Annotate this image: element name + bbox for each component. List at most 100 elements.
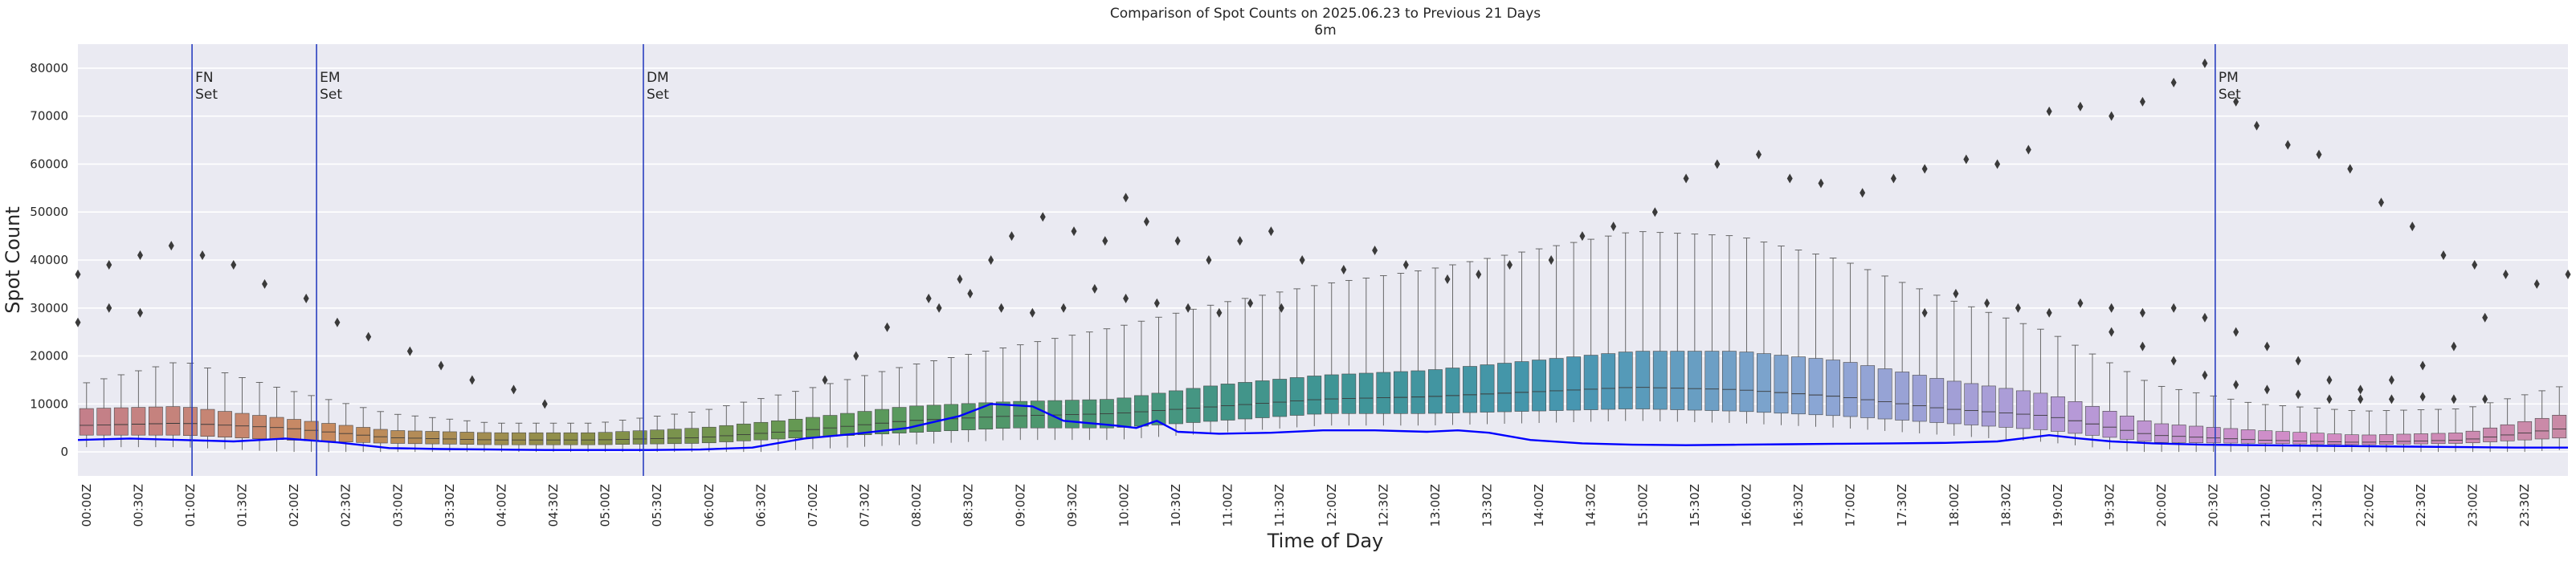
x-tick-label: 08:30Z [961, 484, 976, 527]
outlier-upper [1579, 231, 1586, 242]
x-tick-label: 01:00Z [183, 484, 198, 527]
x-tick-label: 19:00Z [2051, 484, 2065, 527]
box-101 [1826, 258, 1840, 428]
box-body [2206, 427, 2221, 444]
box-body [1860, 365, 1876, 418]
box-body [1307, 376, 1322, 415]
x-tick-label: 16:30Z [1791, 484, 1806, 527]
box-140 [2500, 398, 2515, 453]
box-82 [1497, 254, 1512, 424]
box-body [1929, 378, 1945, 423]
box-52 [978, 351, 994, 441]
box-86 [1566, 242, 1582, 422]
outlier-lower [2419, 392, 2426, 402]
outlier-upper [1444, 274, 1451, 284]
box-body [857, 411, 872, 435]
outlier-upper [1683, 173, 1689, 184]
box-body [1843, 362, 1858, 417]
box-123 [2206, 395, 2221, 453]
outlier-lower [2109, 327, 2115, 337]
outlier-upper [262, 278, 267, 289]
box-body [701, 426, 716, 444]
box-body [1877, 368, 1892, 420]
box-body [1895, 372, 1910, 421]
box-body [1566, 356, 1582, 411]
outlier-upper [988, 255, 994, 265]
outlier-upper [2284, 140, 2291, 150]
outlier-upper [925, 293, 932, 303]
box-95 [1721, 235, 1737, 423]
outlier-middle [2170, 303, 2177, 313]
box-body [1532, 360, 1547, 412]
box-body [200, 409, 215, 437]
outlier-middle [2109, 303, 2115, 313]
x-tick-label: 11:00Z [1221, 484, 1235, 527]
box-body [667, 429, 682, 445]
outlier-upper [1206, 255, 1212, 265]
box-31 [615, 420, 631, 453]
box-body [2362, 434, 2377, 445]
x-tick-label: 20:30Z [2207, 484, 2221, 527]
box-body [425, 431, 440, 445]
box-body [1013, 400, 1028, 429]
event-label-sub: Set [647, 87, 669, 103]
box-body [1826, 360, 1840, 417]
box-19 [407, 415, 423, 453]
box-77 [1410, 270, 1426, 426]
outlier-points [75, 58, 2571, 409]
box-body [1618, 352, 1633, 409]
box-body [1514, 361, 1529, 412]
box-4 [148, 366, 163, 448]
outlier-middle [106, 303, 112, 313]
chart-title: Comparison of Spot Counts on 2025.06.23 … [1110, 6, 1541, 22]
outlier-upper [365, 331, 372, 342]
grid-lines [78, 67, 2568, 453]
box-104 [1877, 275, 1892, 431]
outlier-upper [2077, 101, 2084, 112]
box-0 [79, 382, 94, 448]
outlier-middle [137, 307, 143, 318]
box-120 [2154, 385, 2170, 453]
box-121 [2171, 388, 2186, 453]
box-68 [1255, 295, 1270, 430]
box-body [1549, 358, 1564, 411]
box-110 [1981, 311, 1996, 438]
x-tick-label: 17:30Z [1895, 484, 1909, 527]
outlier-lower [2233, 380, 2239, 390]
outlier-upper [2170, 77, 2177, 87]
outlier-upper [1860, 188, 1866, 198]
box-body [2033, 392, 2048, 430]
outlier-upper [1102, 236, 1108, 246]
box-body [909, 405, 925, 433]
box-85 [1549, 245, 1564, 423]
box-body [512, 432, 526, 445]
x-tick-label: 22:30Z [2414, 484, 2428, 527]
x-tick-label: 03:00Z [390, 484, 405, 527]
x-tick-label: 01:30Z [235, 484, 250, 527]
x-tick-label: 05:30Z [650, 484, 664, 527]
outlier-lower [2358, 394, 2364, 404]
outlier-upper [2533, 278, 2540, 289]
x-tick-label: 20:00Z [2154, 484, 2169, 527]
box-12 [287, 391, 302, 453]
box-83 [1514, 251, 1529, 424]
box-body [823, 415, 838, 437]
box-body [1203, 385, 1218, 422]
box-body [2068, 401, 2083, 434]
y-tick-label: 0 [60, 445, 68, 459]
x-tick-label: 09:30Z [1065, 484, 1080, 527]
outlier-upper [1818, 178, 1824, 189]
outlier-upper [1123, 193, 1129, 203]
box-body [2137, 420, 2152, 442]
box-93 [1687, 234, 1702, 422]
box-body [2327, 433, 2342, 445]
box-135 [2414, 409, 2428, 453]
box-body [1134, 395, 1149, 427]
box-36 [701, 409, 716, 453]
box-body [1791, 356, 1806, 415]
box-body [165, 406, 181, 436]
x-tick-label: 12:00Z [1325, 484, 1339, 527]
box-64 [1186, 308, 1201, 435]
box-body [148, 406, 163, 436]
